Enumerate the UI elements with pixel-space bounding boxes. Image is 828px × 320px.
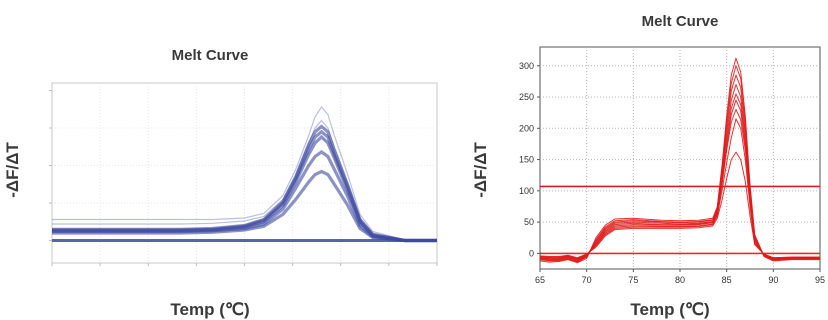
x-tick-label: 90 <box>768 275 778 285</box>
left-chart-xlabel: Temp (℃) <box>170 300 250 319</box>
y-tick-label: 0 <box>529 248 534 258</box>
melt-curve-line <box>539 151 820 259</box>
melt-curve-line <box>52 106 438 242</box>
y-tick-label: 300 <box>519 61 534 71</box>
x-tick-label: 70 <box>582 275 592 285</box>
melt-curve-line <box>52 169 437 243</box>
y-tick-label: 250 <box>519 92 534 102</box>
x-tick-label: 75 <box>628 275 638 285</box>
x-tick-label: 65 <box>535 275 545 285</box>
y-tick-label: 150 <box>519 155 534 165</box>
right-melt-curve-plot: 65 70 75 80 85 90 95 0 50 100 150 200 250 300 <box>519 46 825 285</box>
right-chart-xlabel: Temp (℃) <box>630 300 710 319</box>
right-chart-title: Melt Curve <box>641 13 719 30</box>
y-tick-label: 200 <box>519 123 534 133</box>
y-tick-label: 50 <box>524 217 534 227</box>
y-tick-label: 100 <box>519 186 534 196</box>
right-chart-ylabel: -ΔF/ΔT <box>471 142 490 198</box>
left-melt-curve-plot <box>49 82 438 266</box>
x-tick-label: 95 <box>815 275 825 285</box>
left-chart-ylabel: -ΔF/ΔT <box>3 142 22 198</box>
melt-curve-line <box>539 118 820 259</box>
x-tick-label: 85 <box>722 275 732 285</box>
x-tick-label: 80 <box>675 275 685 285</box>
left-chart-title: Melt Curve <box>171 47 249 64</box>
